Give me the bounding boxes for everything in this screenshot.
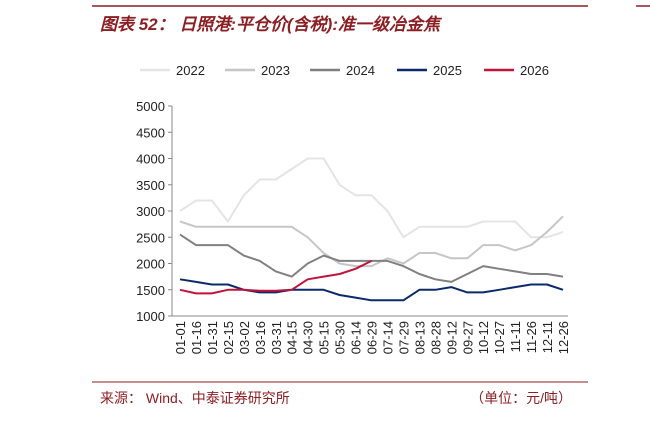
unit: （单位：元/吨） [470, 390, 572, 406]
x-tick-label: 10-27 [492, 321, 507, 354]
y-tick-label: 4000 [136, 152, 165, 167]
x-tick-label: 08-28 [428, 321, 443, 354]
x-tick-label: 06-29 [365, 321, 380, 354]
legend-label: 2025 [433, 63, 462, 78]
x-tick-label: 12-11 [540, 321, 555, 353]
x-tick-label: 10-12 [476, 321, 491, 354]
legend-label: 2024 [346, 63, 375, 78]
legend-label: 2026 [520, 63, 549, 78]
x-tick-label: 03-31 [269, 321, 284, 354]
x-tick-label: 11-11 [508, 321, 523, 352]
x-tick-label: 01-31 [205, 321, 220, 354]
legend-label: 2023 [261, 63, 290, 78]
y-tick-label: 4500 [136, 125, 165, 140]
y-tick-label: 3000 [136, 204, 165, 219]
y-tick-label: 1500 [136, 283, 165, 298]
series-line [179, 157, 564, 239]
x-tick-label: 04-30 [301, 321, 316, 354]
x-tick-label: 01-01 [173, 321, 188, 354]
series-line [179, 260, 372, 295]
y-tick-label: 2000 [136, 257, 165, 272]
x-tick-label: 04-15 [285, 321, 300, 354]
chart-title: 图表 52： 日照港:平仓价(含税):准一级冶金焦 [100, 15, 443, 34]
series-line [179, 233, 564, 283]
y-tick-label: 1000 [136, 309, 165, 324]
x-tick-label: 08-13 [412, 321, 427, 354]
y-tick-label: 2500 [136, 230, 165, 245]
x-tick-label: 07-14 [380, 321, 395, 354]
x-tick-label: 06-14 [349, 321, 364, 354]
x-tick-label: 03-02 [237, 321, 252, 354]
source: 来源： Wind、中泰证券研究所 [100, 390, 290, 406]
y-tick-label: 3500 [136, 178, 165, 193]
x-tick-label: 09-27 [460, 321, 475, 354]
x-tick-label: 12-26 [556, 321, 571, 354]
x-tick-label: 01-16 [189, 321, 204, 354]
x-tick-label: 11-26 [524, 321, 539, 353]
x-tick-label: 05-30 [333, 321, 348, 354]
x-tick-label: 07-29 [396, 321, 411, 354]
y-tick-label: 5000 [136, 99, 165, 114]
series-line [179, 215, 564, 268]
legend-label: 2022 [176, 63, 205, 78]
x-tick-label: 05-15 [317, 321, 332, 354]
x-tick-label: 09-12 [444, 321, 459, 354]
x-tick-label: 02-15 [221, 321, 236, 354]
x-tick-label: 03-16 [253, 321, 268, 354]
